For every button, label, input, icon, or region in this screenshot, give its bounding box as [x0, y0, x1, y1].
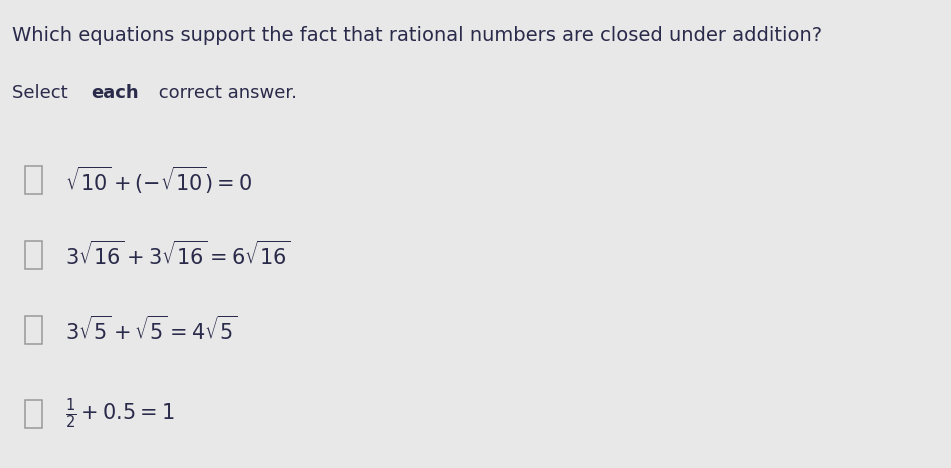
Text: Which equations support the fact that rational numbers are closed under addition: Which equations support the fact that ra…	[12, 26, 823, 45]
Text: correct answer.: correct answer.	[153, 84, 297, 102]
Bar	[25, 241, 42, 269]
Bar	[25, 166, 42, 194]
Bar	[25, 316, 42, 344]
Bar	[25, 400, 42, 428]
Text: each: each	[91, 84, 139, 102]
Text: Select: Select	[12, 84, 74, 102]
Text: $3\sqrt{16} + 3\sqrt{16} = 6\sqrt{16}$: $3\sqrt{16} + 3\sqrt{16} = 6\sqrt{16}$	[65, 241, 290, 269]
Text: $3\sqrt{5} + \sqrt{5} = 4\sqrt{5}$: $3\sqrt{5} + \sqrt{5} = 4\sqrt{5}$	[65, 316, 237, 344]
Text: $\frac{1}{2} + 0.5 = 1$: $\frac{1}{2} + 0.5 = 1$	[65, 397, 174, 431]
Text: $\sqrt{10} + (-\sqrt{10}) = 0$: $\sqrt{10} + (-\sqrt{10}) = 0$	[65, 165, 252, 196]
